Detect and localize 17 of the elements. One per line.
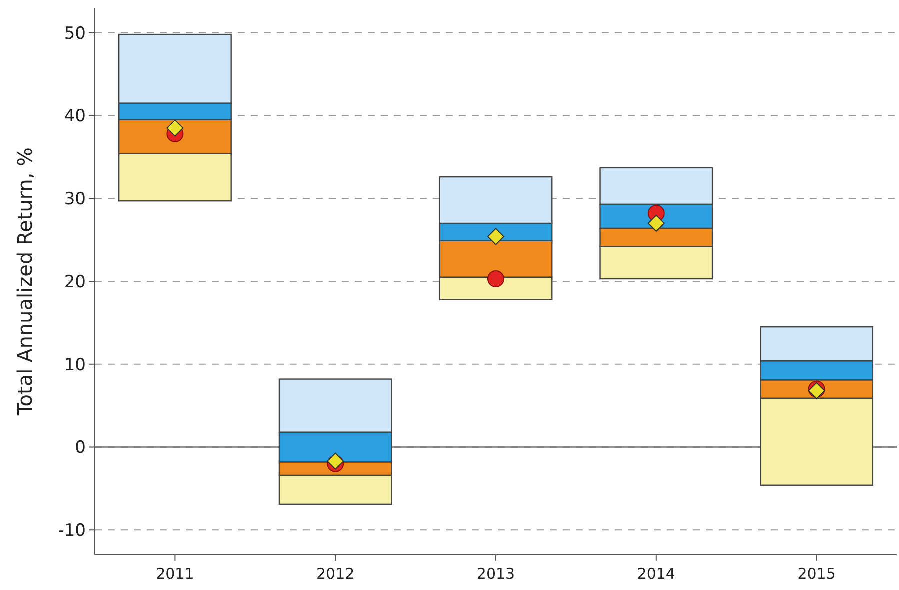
y-tick-label: -10 <box>58 521 86 542</box>
point <box>166 120 184 137</box>
x-tick-label: 2015 <box>798 565 836 583</box>
y-axis-title: Total Annualized Return, % <box>13 147 37 417</box>
y-tick-label: 40 <box>64 106 86 127</box>
x-tick-label: 2012 <box>316 565 355 583</box>
x-tick-label: 2013 <box>476 565 516 583</box>
point <box>488 270 504 288</box>
y-tick-label: 30 <box>64 190 86 210</box>
y-tick-label: 20 <box>64 272 86 292</box>
y-tick-label: 10 <box>64 355 86 376</box>
y-tick-label: 0 <box>75 438 86 458</box>
y-tick-label: 50 <box>64 24 86 44</box>
point <box>648 214 665 232</box>
point <box>488 228 504 246</box>
x-tick-label: 2014 <box>637 565 676 583</box>
x-tick-label: 2011 <box>156 565 194 583</box>
